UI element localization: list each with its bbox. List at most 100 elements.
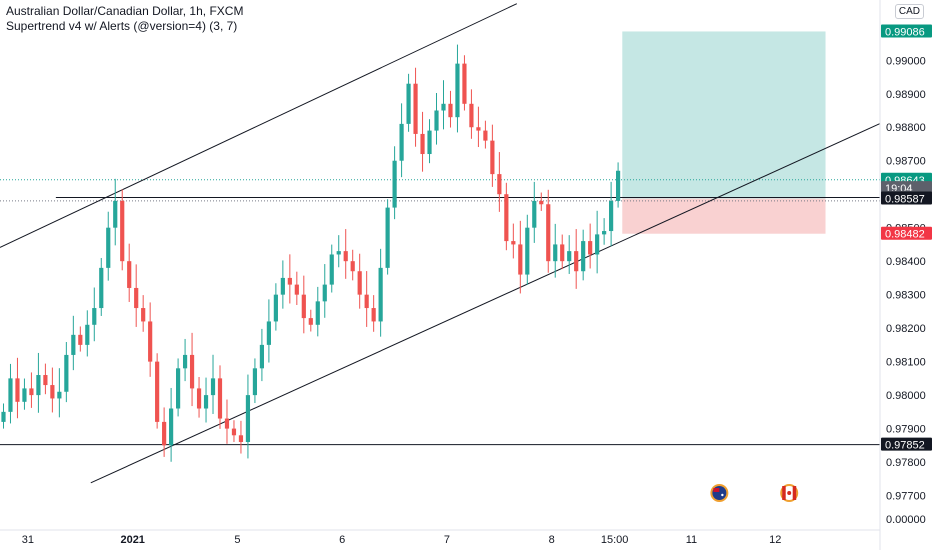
canada-flag-icon bbox=[780, 484, 799, 502]
candle bbox=[350, 261, 355, 272]
y-tick-label: 0.98000 bbox=[886, 390, 926, 402]
candle bbox=[8, 378, 13, 412]
candle bbox=[455, 63, 460, 118]
candle bbox=[217, 378, 223, 419]
candle bbox=[567, 251, 572, 262]
candle bbox=[43, 375, 48, 386]
candle bbox=[483, 130, 488, 141]
candle bbox=[441, 103, 446, 111]
candle bbox=[252, 368, 258, 396]
candle bbox=[71, 334, 76, 355]
event-markers bbox=[710, 484, 799, 502]
candle bbox=[581, 241, 586, 272]
candle bbox=[259, 344, 264, 369]
candle bbox=[385, 207, 390, 268]
candle bbox=[148, 321, 153, 362]
candle bbox=[224, 418, 230, 429]
candle bbox=[36, 375, 41, 396]
x-tick-label: 5 bbox=[234, 534, 240, 546]
candle bbox=[315, 301, 320, 325]
y-tick-label: 0.98400 bbox=[886, 256, 926, 268]
candle bbox=[616, 170, 621, 201]
y-tick-label: 0.98200 bbox=[886, 323, 926, 335]
position-zones bbox=[622, 31, 826, 234]
y-tick-label: 0.97900 bbox=[886, 424, 926, 436]
candle bbox=[64, 354, 69, 392]
candle bbox=[162, 421, 167, 446]
y-tick-label: 0.99000 bbox=[886, 55, 926, 67]
candles bbox=[1, 44, 621, 462]
candle bbox=[553, 244, 558, 262]
x-tick-label: 12 bbox=[769, 534, 781, 546]
candle bbox=[99, 267, 104, 309]
price-levels bbox=[0, 179, 880, 446]
x-tick-label: 8 bbox=[549, 534, 555, 546]
candle bbox=[532, 200, 537, 228]
candle bbox=[22, 388, 27, 402]
australia-flag-icon-star bbox=[721, 493, 724, 497]
candle bbox=[476, 127, 481, 131]
canada-flag-icon-band-left bbox=[782, 486, 786, 500]
price-tag-bg bbox=[881, 191, 932, 205]
candle bbox=[134, 287, 139, 309]
y-tick-label: 0.97700 bbox=[886, 491, 926, 503]
x-tick-label: 11 bbox=[686, 534, 697, 546]
channel-upper-line bbox=[0, 3, 518, 248]
candle bbox=[497, 174, 502, 195]
australia-flag-icon-union bbox=[713, 488, 720, 492]
canada-flag-icon-leaf bbox=[787, 491, 792, 495]
candle bbox=[448, 103, 453, 118]
price-tag-bg bbox=[881, 226, 932, 240]
channel-lower-line bbox=[90, 123, 881, 484]
candle bbox=[364, 294, 369, 309]
candle bbox=[427, 130, 432, 155]
candle bbox=[406, 83, 411, 124]
y-tick-label: 0.00000 bbox=[886, 514, 926, 526]
candle bbox=[462, 63, 467, 104]
candle bbox=[301, 294, 306, 319]
candle bbox=[50, 385, 55, 399]
y-tick-label: 0.98800 bbox=[886, 122, 926, 134]
symbol-title: Australian Dollar/Canadian Dollar, 1h, F… bbox=[6, 4, 244, 18]
candle bbox=[280, 277, 285, 295]
candle bbox=[504, 194, 509, 242]
candle bbox=[518, 244, 523, 275]
currency-badge[interactable]: CAD bbox=[894, 4, 924, 19]
candle bbox=[378, 267, 383, 322]
candle bbox=[511, 241, 516, 245]
candle bbox=[595, 234, 600, 255]
candle bbox=[273, 294, 278, 322]
candle bbox=[106, 227, 111, 268]
candle bbox=[169, 408, 174, 446]
candle bbox=[29, 388, 34, 396]
x-tick-label: 6 bbox=[339, 534, 345, 546]
price-tag: 0.98482 bbox=[881, 226, 932, 241]
candle bbox=[189, 354, 195, 389]
candle bbox=[588, 241, 593, 255]
price-tag-bg bbox=[881, 437, 932, 451]
price-tag-label: 0.98482 bbox=[885, 229, 925, 241]
candle bbox=[231, 428, 237, 436]
x-tick-label: 15:00 bbox=[601, 534, 629, 546]
canada-flag-icon-band-right bbox=[792, 486, 797, 500]
indicator-legend[interactable]: Supertrend v4 w/ Alerts (@version=4) (3,… bbox=[6, 19, 238, 33]
y-tick-label: 0.98300 bbox=[886, 290, 926, 302]
candle bbox=[85, 324, 90, 345]
candle bbox=[141, 308, 146, 322]
candle bbox=[539, 200, 544, 205]
price-tag: 0.99086 bbox=[881, 24, 932, 38]
candle bbox=[469, 103, 474, 128]
time-axis: 31 2021 5 6 7 8 15:00 11 12 bbox=[0, 529, 880, 546]
x-tick-label: 31 bbox=[22, 534, 34, 546]
candle bbox=[574, 251, 579, 272]
candle bbox=[357, 271, 362, 295]
candle bbox=[371, 308, 376, 322]
candle bbox=[266, 321, 271, 345]
candle bbox=[287, 277, 292, 285]
candle bbox=[245, 395, 251, 442]
candle bbox=[155, 361, 160, 422]
candle bbox=[336, 251, 341, 255]
price-tag-label: 0.98587 bbox=[885, 194, 925, 206]
